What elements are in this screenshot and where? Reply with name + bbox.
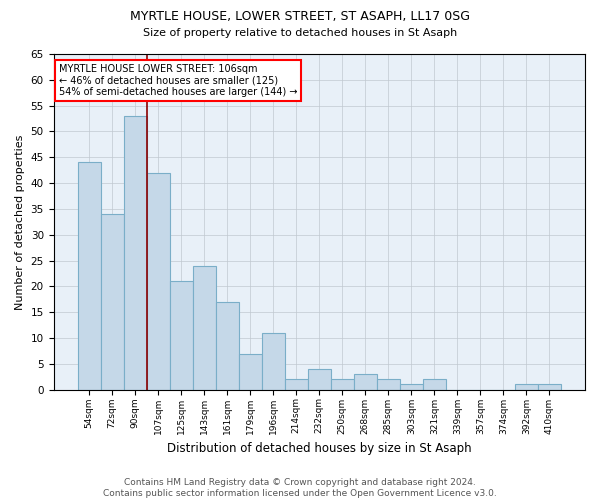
Text: Contains HM Land Registry data © Crown copyright and database right 2024.
Contai: Contains HM Land Registry data © Crown c… [103,478,497,498]
Bar [262,333,285,390]
Y-axis label: Number of detached properties: Number of detached properties [15,134,25,310]
X-axis label: Distribution of detached houses by size in St Asaph: Distribution of detached houses by size … [167,442,472,455]
Bar [377,380,400,390]
Bar [515,384,538,390]
Bar [170,281,193,390]
Bar [239,354,262,390]
Text: MYRTLE HOUSE, LOWER STREET, ST ASAPH, LL17 0SG: MYRTLE HOUSE, LOWER STREET, ST ASAPH, LL… [130,10,470,23]
Bar [538,384,561,390]
Bar [331,380,354,390]
Text: MYRTLE HOUSE LOWER STREET: 106sqm
← 46% of detached houses are smaller (125)
54%: MYRTLE HOUSE LOWER STREET: 106sqm ← 46% … [59,64,298,98]
Bar [147,173,170,390]
Bar [308,369,331,390]
Bar [423,380,446,390]
Bar [101,214,124,390]
Bar [285,380,308,390]
Bar [193,266,216,390]
Bar [400,384,423,390]
Bar [124,116,147,390]
Bar [216,302,239,390]
Bar [354,374,377,390]
Text: Size of property relative to detached houses in St Asaph: Size of property relative to detached ho… [143,28,457,38]
Bar [77,162,101,390]
